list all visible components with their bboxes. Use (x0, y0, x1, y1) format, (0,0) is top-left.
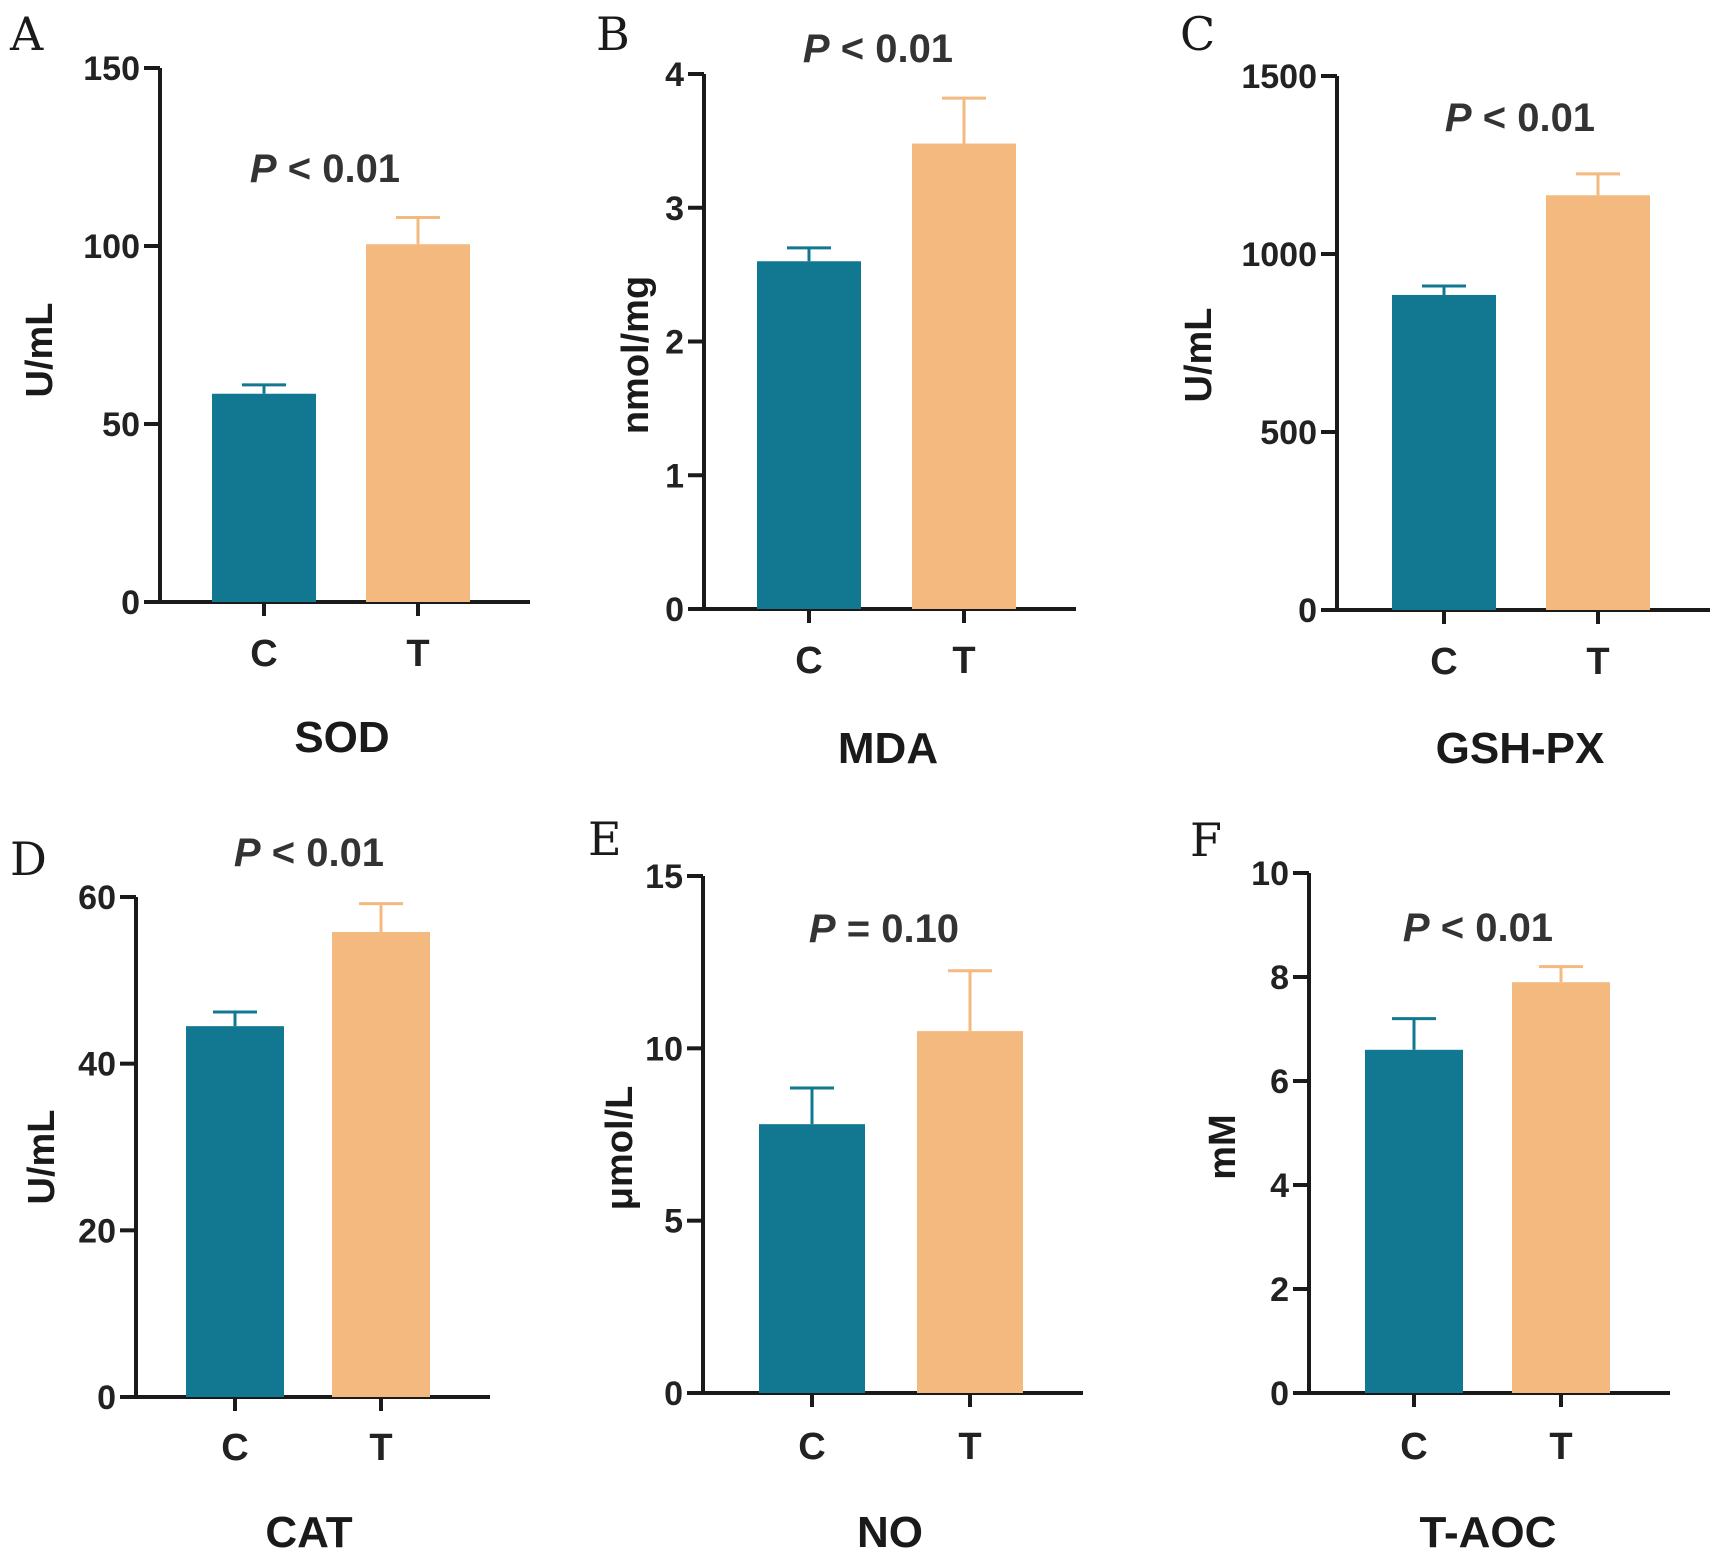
panel-e-ytick-label: 0 (664, 1375, 683, 1413)
panel-c-bar-t (1546, 195, 1650, 610)
panel-d-ytick-label: 60 (78, 879, 116, 917)
panel-d-bar-c (186, 1026, 284, 1397)
panel-f-ytick-label: 0 (1270, 1375, 1289, 1413)
panel-b-title: MDA (838, 724, 938, 773)
panel-e-title: NO (857, 1508, 923, 1554)
p-number: 0.01 (322, 147, 400, 191)
p-number: 0.01 (875, 27, 953, 71)
panel-b-category-c: C (795, 640, 822, 682)
panel-c-ytick-label: 1500 (1241, 58, 1317, 96)
panel-a-bar-t (366, 244, 470, 602)
p-operator: < (1472, 96, 1518, 140)
panel-c-bar-c (1392, 294, 1496, 610)
panel-c-ytick-label: 1000 (1241, 236, 1317, 274)
p-number: 0.01 (1517, 96, 1595, 140)
panel-f-p-value: P < 0.01 (1403, 906, 1553, 950)
panel-f-letter: F (1190, 813, 1222, 867)
panel-a-p-value: P < 0.01 (250, 147, 400, 191)
p-number: 0.01 (306, 831, 384, 875)
panel-c-ytick-label: 0 (1298, 592, 1317, 630)
panel-f-ytick-label: 4 (1270, 1167, 1289, 1205)
panel-e-ytick-label: 15 (645, 858, 683, 896)
panel-d-p-value: P < 0.01 (234, 831, 384, 875)
p-symbol: P (1403, 906, 1430, 950)
p-number: 0.01 (1475, 906, 1553, 950)
panel-e-category-c: C (798, 1426, 825, 1468)
panel-b-letter: B (596, 7, 630, 61)
panel-f-y-label: mM (1202, 1114, 1244, 1179)
panel-f-ytick-label: 6 (1270, 1063, 1289, 1101)
p-symbol: P (1445, 96, 1472, 140)
panel-c-category-c: C (1430, 641, 1457, 683)
p-operator: < (830, 27, 876, 71)
panel-d-ytick-label: 20 (78, 1212, 116, 1250)
p-number: 0.10 (881, 907, 959, 951)
panel-b-ytick-label: 1 (665, 457, 684, 495)
panel-e-ytick-label: 10 (645, 1030, 683, 1068)
panel-f-ytick-label: 2 (1270, 1271, 1289, 1309)
panel-b-ytick-label: 3 (665, 190, 684, 228)
panel-f-ytick-label: 8 (1270, 959, 1289, 997)
p-operator: < (277, 147, 323, 191)
panel-c-p-value: P < 0.01 (1445, 96, 1595, 140)
panel-b-category-t: T (952, 640, 975, 682)
panel-d-letter: D (10, 832, 47, 886)
panel-d-category-t: T (369, 1427, 392, 1469)
panel-b-bar-t (912, 143, 1016, 610)
panel-d-title: CAT (265, 1508, 352, 1554)
p-symbol: P (250, 147, 277, 191)
p-operator: < (261, 831, 307, 875)
panel-d-y-label: U/mL (21, 1110, 63, 1205)
panel-b-ytick-label: 0 (665, 591, 684, 629)
p-symbol: P (234, 831, 261, 875)
panel-f-category-c: C (1400, 1426, 1427, 1468)
panel-e-bar-c (759, 1124, 865, 1393)
p-symbol: P (809, 907, 836, 951)
panel-a-y-label: U/mL (19, 303, 61, 398)
panel-f-bar-c (1365, 1049, 1463, 1393)
p-operator: = (836, 907, 882, 951)
panel-d-ytick-label: 0 (97, 1379, 116, 1417)
p-operator: < (1430, 906, 1476, 950)
panel-d-ytick-label: 40 (78, 1046, 116, 1084)
panel-b-p-value: P < 0.01 (803, 27, 953, 71)
panel-c-y-label: U/mL (1178, 308, 1220, 403)
panel-f-ytick-label: 10 (1251, 855, 1289, 893)
panel-c-ytick-label: 500 (1260, 414, 1317, 452)
panel-b-y-label: nmol/mg (615, 276, 657, 434)
panel-a-letter: A (9, 7, 44, 61)
panel-b-ytick-label: 2 (665, 324, 684, 362)
panel-b-bar-c (757, 261, 861, 609)
panel-a-ytick-label: 100 (83, 228, 140, 266)
panel-a-title: SOD (294, 713, 389, 762)
panel-c-letter: C (1180, 7, 1215, 61)
panel-b-ytick-label: 4 (665, 56, 684, 94)
panel-e-y-label: μmol/L (599, 1086, 641, 1211)
panel-f-bar-t (1512, 982, 1610, 1393)
p-symbol: P (803, 27, 830, 71)
panel-a-ytick-label: 0 (121, 584, 140, 622)
panel-c-title: GSH-PX (1436, 724, 1605, 773)
panel-d-bar-t (332, 932, 430, 1397)
panel-a-ytick-label: 150 (83, 50, 140, 88)
panel-a-category-c: C (250, 633, 277, 675)
panel-e-bar-t (917, 1031, 1023, 1393)
panel-a-category-t: T (406, 633, 429, 675)
panel-a-ytick-label: 50 (102, 406, 140, 444)
panel-c-category-t: T (1586, 641, 1609, 683)
panel-e-letter: E (588, 812, 622, 866)
panel-f-category-t: T (1549, 1426, 1572, 1468)
panel-f-title: T-AOC (1420, 1508, 1557, 1554)
panel-e-category-t: T (958, 1426, 981, 1468)
panel-a-bar-c (212, 393, 316, 602)
panel-d-category-c: C (221, 1427, 248, 1469)
panel-e-p-value: P = 0.10 (809, 907, 959, 951)
panel-e-ytick-label: 5 (664, 1203, 683, 1241)
